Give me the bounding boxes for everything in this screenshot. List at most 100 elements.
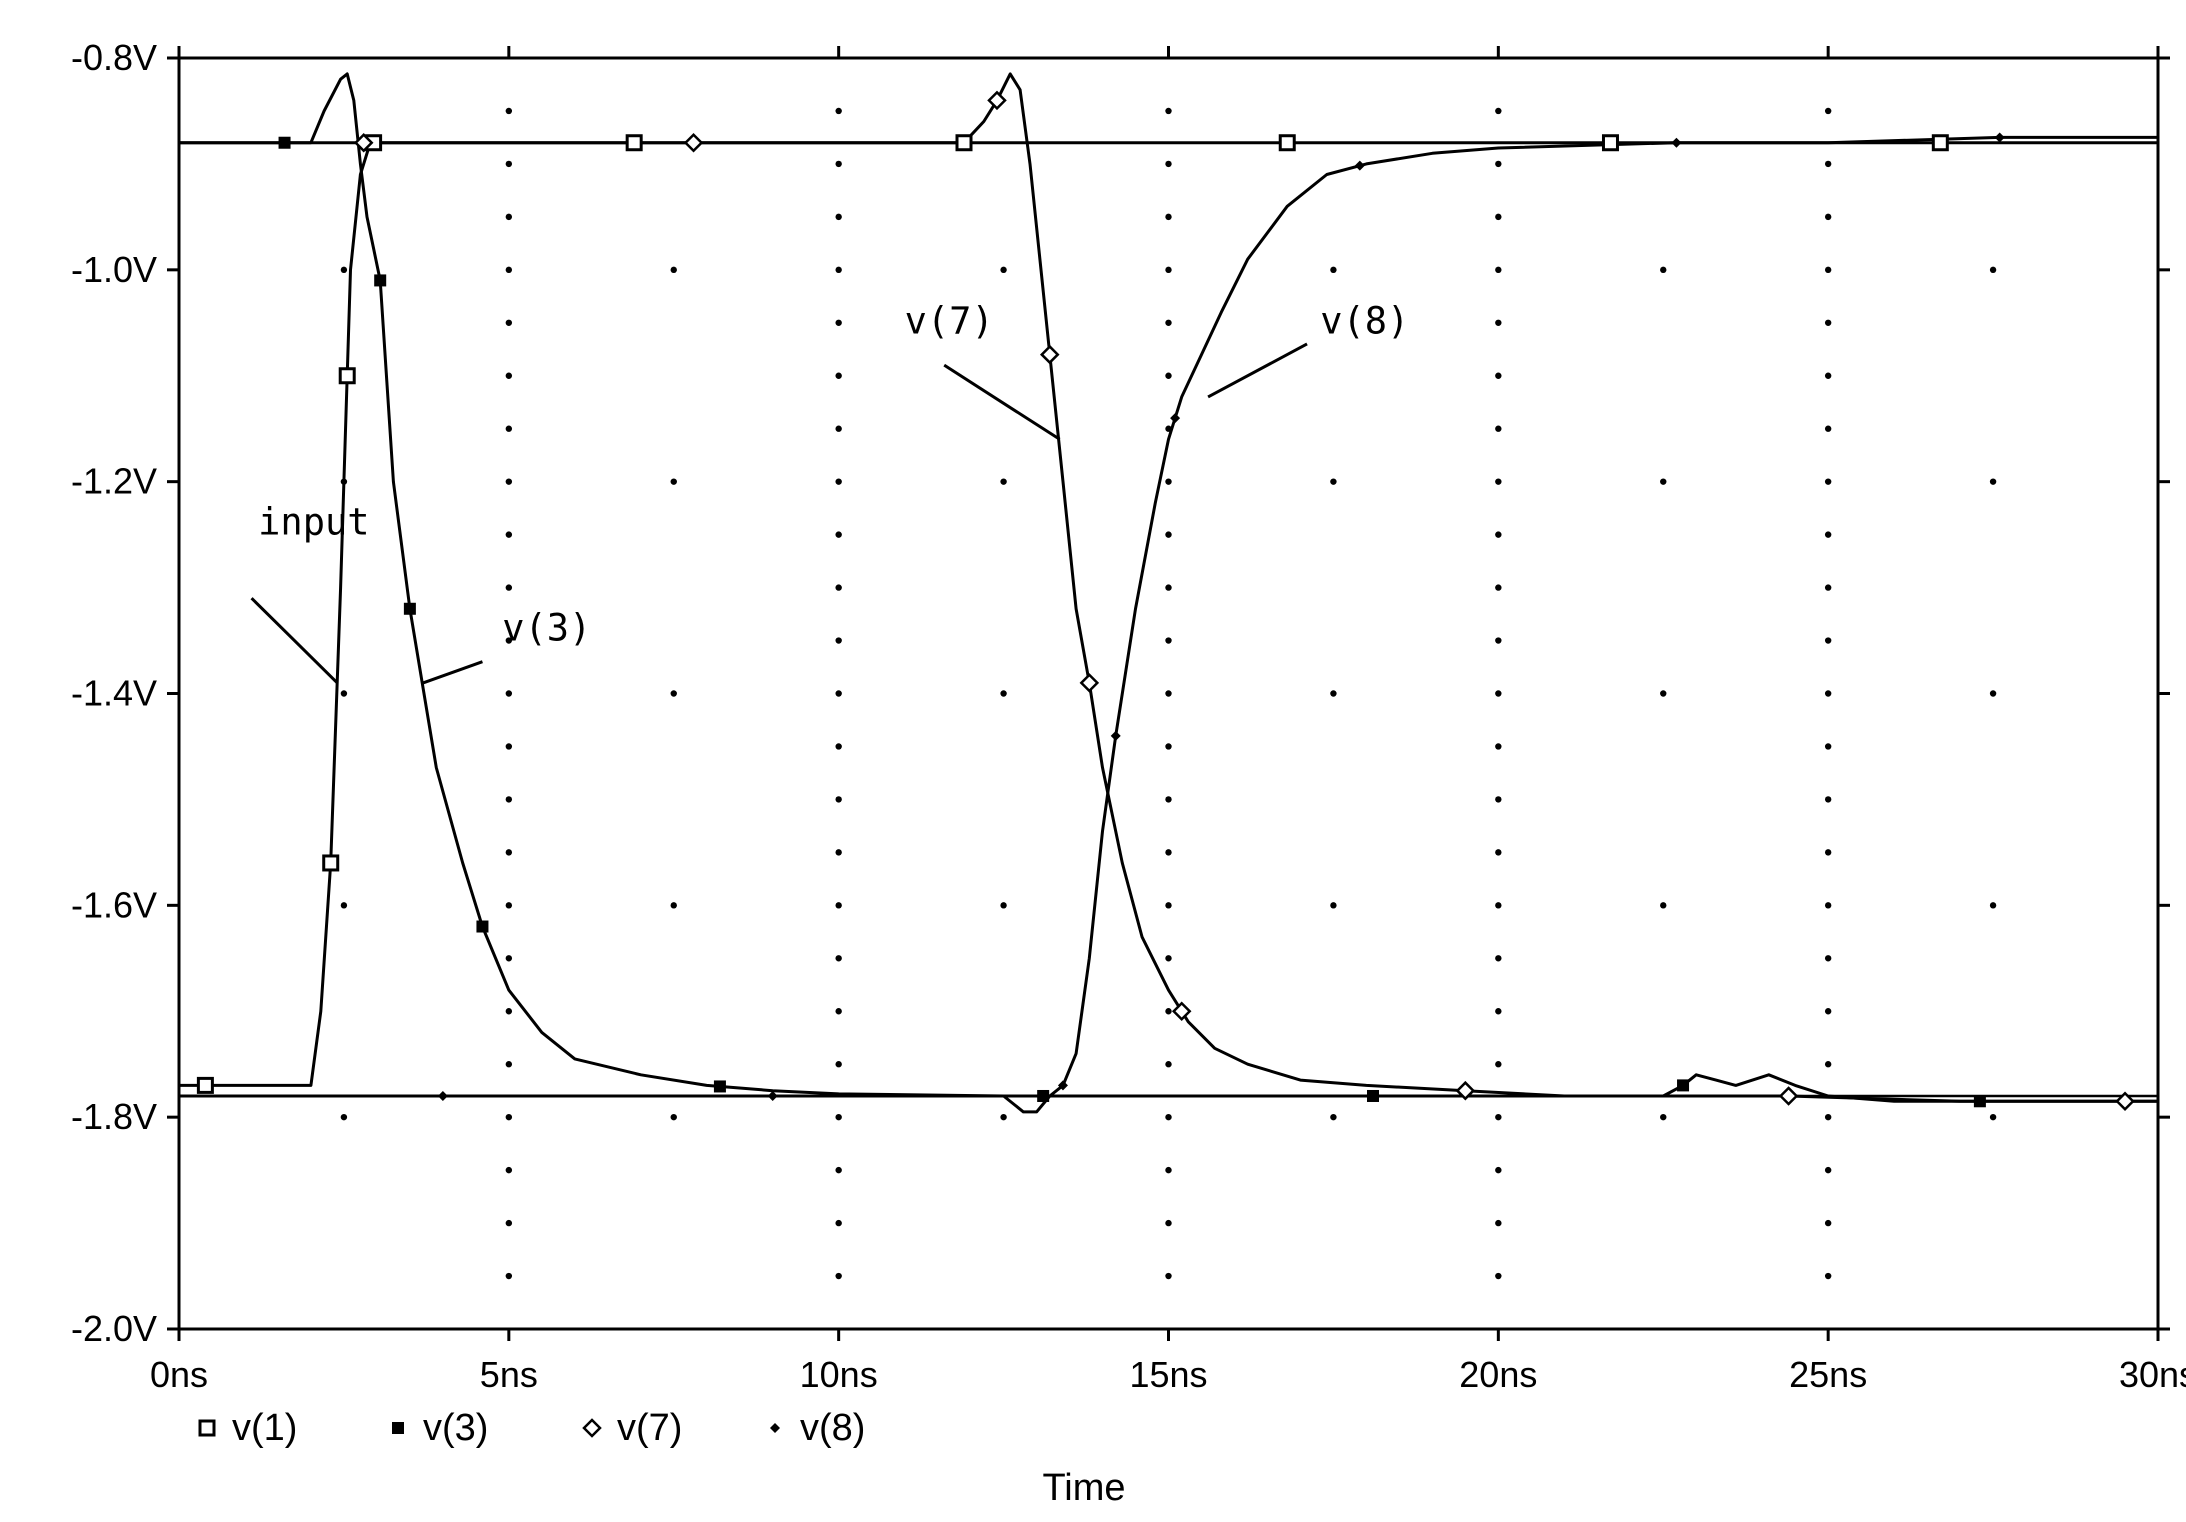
grid-dot (1660, 902, 1667, 909)
grid-dot (1495, 1008, 1502, 1015)
grid-dot (1824, 796, 1832, 803)
grid-dot (1660, 266, 1667, 274)
marker-v1 (338, 367, 356, 385)
grid-dot (835, 107, 842, 115)
grid-dot (835, 1061, 842, 1068)
grid-dot (1660, 478, 1667, 485)
marker-v3 (278, 136, 291, 149)
grid-dot (505, 902, 513, 909)
grid-dot (1000, 266, 1007, 274)
marker-v7 (1079, 673, 1100, 693)
grid-dot (1165, 531, 1172, 538)
grid-dot (1495, 319, 1502, 326)
grid-dot (835, 1113, 842, 1121)
grid-dot (1330, 266, 1337, 274)
grid-dot (1495, 531, 1502, 538)
grid-dot (505, 1061, 513, 1068)
grid-dot (505, 266, 513, 274)
y-tick-label: -1.6V (71, 884, 157, 925)
grid-dot (1495, 1219, 1502, 1227)
annotation-label: input (258, 501, 369, 544)
marker-v8 (1994, 132, 2005, 143)
grid-dot (670, 690, 677, 697)
grid-dot (835, 1272, 842, 1280)
marker-v3 (403, 602, 416, 615)
y-tick-label: -0.8V (71, 37, 157, 78)
grid-dot (1824, 160, 1832, 168)
grid-dot (835, 796, 842, 803)
grid-dot (1824, 213, 1832, 221)
grid-dot (1824, 1113, 1832, 1121)
marker-v3 (1973, 1095, 1986, 1108)
grid-dot (1495, 796, 1502, 803)
grid-dot (835, 425, 842, 432)
grid-dot (505, 531, 513, 538)
marker-v7 (1039, 344, 1060, 365)
grid-dot (505, 1219, 513, 1227)
series-markers (196, 90, 2135, 1112)
marker-v7 (1171, 1001, 1192, 1022)
marker-v8 (1354, 160, 1365, 171)
grid-dot (505, 584, 513, 591)
x-tick-label: 10ns (800, 1354, 878, 1395)
grid-dot (1660, 1113, 1667, 1121)
grid-dot (835, 372, 842, 379)
grid-dot (505, 107, 513, 115)
grid-dot (1000, 690, 1007, 697)
series-line-v8 (179, 135, 2158, 1114)
marker-v3 (1037, 1089, 1050, 1102)
annotation-leader (250, 597, 339, 684)
grid-dot (1165, 637, 1172, 644)
grid-dot (835, 1219, 842, 1227)
grid-dot (835, 637, 842, 644)
grid-dot (835, 1008, 842, 1015)
grid-dot (1165, 478, 1172, 485)
y-tick-label: -1.0V (71, 249, 157, 290)
grid-dot (1495, 425, 1502, 432)
grid-dot (1824, 1272, 1832, 1280)
grid-dot (505, 319, 513, 326)
x-tick-label: 30ns (2119, 1354, 2186, 1395)
grid-dot (1165, 849, 1172, 856)
grid-dot (1824, 584, 1832, 591)
grid-dot (1165, 955, 1172, 962)
grid-dot (1330, 478, 1337, 485)
y-tick-label: -1.2V (71, 461, 157, 502)
marker-v7 (683, 132, 704, 153)
grid-dot (1989, 266, 1997, 274)
grid-dot (1495, 955, 1502, 962)
grid-dot (1824, 1166, 1832, 1174)
grid-dot (1000, 1113, 1007, 1121)
x-tick-labels: 0ns 5ns 10ns 15ns 20ns 25ns 30ns (150, 1354, 2186, 1395)
marker-v8 (1671, 137, 1682, 148)
marker-v8 (767, 1090, 778, 1101)
grid-dot (1989, 902, 1997, 909)
grid-dot (835, 531, 842, 538)
grid-dot (1989, 478, 1997, 485)
marker-v8 (1057, 1080, 1068, 1091)
grid-dot (835, 955, 842, 962)
grid-dot (835, 902, 842, 909)
grid-dot (1824, 107, 1832, 115)
marker-v1 (1278, 134, 1296, 152)
legend-label: v(8) (800, 1407, 865, 1449)
grid-dot (835, 478, 842, 485)
grid-dot (1165, 796, 1172, 803)
y-tick-label: -2.0V (71, 1308, 157, 1349)
grid-dot (670, 266, 677, 274)
legend-marker-v7 (582, 1418, 602, 1438)
grid-dot (1824, 743, 1832, 750)
legend-marker-v8 (770, 1423, 780, 1433)
legend-marker-v1 (198, 1419, 216, 1437)
grid-dot (835, 743, 842, 750)
legend-label: v(1) (232, 1407, 297, 1449)
x-axis-title: Time (1042, 1467, 1125, 1509)
marker-v1 (625, 134, 643, 152)
grid-dot (1495, 160, 1502, 168)
grid-dot (835, 213, 842, 221)
y-tick-label: -1.4V (71, 673, 157, 714)
grid-dot (505, 425, 513, 432)
grid-dot (1989, 690, 1997, 697)
grid-dot (835, 584, 842, 591)
